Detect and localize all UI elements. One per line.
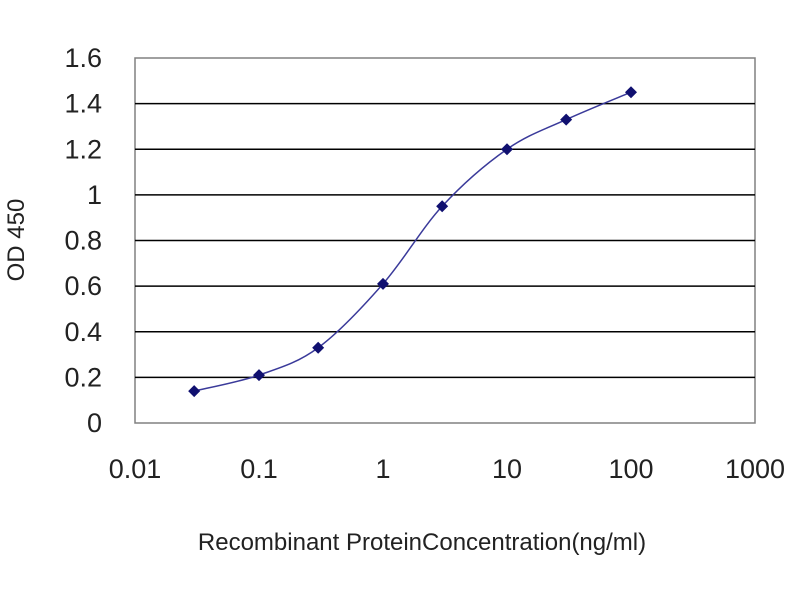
data-point-2 [312, 341, 325, 354]
x-tick-label-0: 0.01 [109, 454, 162, 484]
y-tick-label-4: 0.8 [64, 226, 102, 256]
x-tick-label-2: 1 [375, 454, 390, 484]
y-tick-label-1: 0.2 [64, 362, 102, 392]
grid-lines [135, 102, 755, 379]
series-group [188, 86, 637, 398]
y-tick-label-7: 1.4 [64, 89, 102, 119]
x-tick-label-1: 0.1 [240, 454, 278, 484]
x-tick-label-3: 10 [492, 454, 522, 484]
y-tick-label-6: 1.2 [64, 134, 102, 164]
x-axis-label: Recombinant ProteinConcentration(ng/ml) [198, 529, 646, 556]
y-tick-label-0: 0 [87, 408, 102, 438]
y-tick-label-2: 0.4 [64, 317, 102, 347]
data-point-0 [188, 385, 201, 398]
y-tick-labels: 0 0.2 0.4 0.6 0.8 1 1.2 1.4 1.6 [64, 43, 102, 438]
y-tick-label-3: 0.6 [64, 271, 102, 301]
data-point-4 [436, 200, 449, 213]
y-axis-label: OD 450 [3, 199, 30, 282]
x-tick-labels: 0.01 0.1 1 10 100 1000 [109, 454, 785, 484]
series-line-0 [193, 91, 632, 392]
data-point-3 [377, 277, 389, 290]
x-tick-label-4: 100 [608, 454, 653, 484]
data-point-7 [625, 86, 637, 99]
x-tick-label-5: 1000 [725, 454, 785, 484]
data-point-6 [560, 113, 573, 126]
data-point-5 [501, 143, 513, 156]
data-point-1 [253, 369, 265, 382]
y-tick-label-8: 1.6 [64, 43, 102, 73]
y-tick-label-5: 1 [87, 180, 102, 210]
